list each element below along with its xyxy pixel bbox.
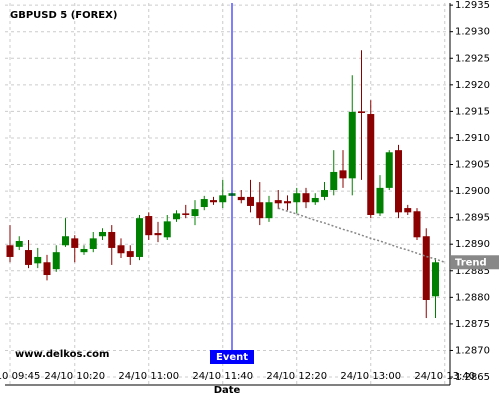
y-tick-label: 1.2875	[455, 319, 490, 330]
x-tick-label: 24/10 12:20	[266, 371, 327, 382]
candle-body	[154, 233, 162, 236]
candle-body	[302, 193, 310, 203]
y-tick-label: 1.2930	[455, 27, 490, 38]
y-tick-label: 1.2885	[455, 266, 490, 277]
y-tick-label: 1.2880	[455, 292, 490, 303]
candle-body	[108, 231, 116, 248]
event-label: Event	[216, 352, 248, 363]
trend-label-box	[451, 255, 499, 270]
candle-body	[422, 236, 430, 300]
y-tick-label: 1.2905	[455, 160, 490, 171]
candle-body	[62, 236, 69, 246]
candle-body	[293, 193, 301, 203]
candle-body	[247, 196, 254, 206]
candle-body	[311, 197, 319, 203]
candle-body	[52, 252, 60, 270]
candle-body	[99, 231, 106, 237]
trend-line	[278, 207, 445, 263]
candle-body	[145, 216, 153, 236]
y-tick-label: 1.2900	[455, 186, 490, 197]
candle-body	[358, 111, 365, 113]
candle-body	[385, 152, 393, 188]
x-tick-label: 24/10 09:45	[0, 371, 40, 382]
candle-body	[265, 202, 273, 219]
candle-body	[80, 248, 88, 253]
y-tick-label: 1.2890	[455, 239, 490, 250]
x-tick-label: 24/10 10:20	[44, 371, 105, 382]
candle-body	[432, 262, 439, 297]
candle-body	[89, 238, 97, 249]
candle-body	[43, 262, 51, 276]
candle-body	[200, 199, 208, 208]
y-tick-label: 1.2920	[455, 80, 490, 91]
x-tick-label: 24/10 11:40	[192, 371, 253, 382]
candle-body	[6, 245, 14, 257]
watermark: www.delkos.com	[15, 349, 109, 360]
x-tick-label: 24/10 13:40	[414, 371, 475, 382]
candle-body	[219, 195, 227, 203]
x-axis-label: Date	[214, 385, 241, 396]
chart-title: GBPUSD 5 (FOREX)	[10, 10, 117, 21]
candle-body	[173, 213, 180, 220]
candle-body	[191, 209, 199, 217]
candle-body	[34, 256, 42, 264]
candle-body	[348, 111, 356, 179]
candle-body	[136, 218, 143, 257]
y-tick-label: 1.2895	[455, 213, 490, 224]
event-label-box	[210, 350, 254, 364]
y-tick-label: 1.2865	[455, 372, 490, 383]
candle-body	[25, 250, 32, 265]
candle-body	[163, 221, 171, 238]
candle-body	[404, 208, 412, 213]
candle-body	[321, 190, 328, 197]
candle-body	[117, 245, 125, 254]
y-tick-label: 1.2925	[455, 53, 490, 64]
y-tick-label: 1.2935	[455, 0, 490, 11]
candle-body	[210, 200, 217, 203]
trend-label: Trend	[455, 257, 487, 268]
x-tick-label: 24/10 13:00	[340, 371, 401, 382]
candle-body	[284, 201, 291, 204]
candle-body	[274, 200, 282, 204]
candle-body	[126, 251, 134, 257]
candle-body	[367, 114, 375, 215]
candle-body	[339, 170, 347, 179]
y-tick-label: 1.2870	[455, 345, 490, 356]
candle-body	[182, 213, 190, 215]
candle-body	[330, 171, 338, 191]
x-tick-label: 24/10 11:00	[118, 371, 179, 382]
y-tick-label: 1.2915	[455, 106, 490, 117]
candle-body	[15, 241, 23, 247]
candle-body	[395, 150, 402, 213]
candle-body	[237, 196, 245, 201]
y-tick-label: 1.2910	[455, 133, 490, 144]
candle-body	[376, 187, 384, 214]
candle-body	[256, 202, 264, 219]
candle-body	[71, 238, 79, 248]
candle-body	[413, 211, 421, 238]
